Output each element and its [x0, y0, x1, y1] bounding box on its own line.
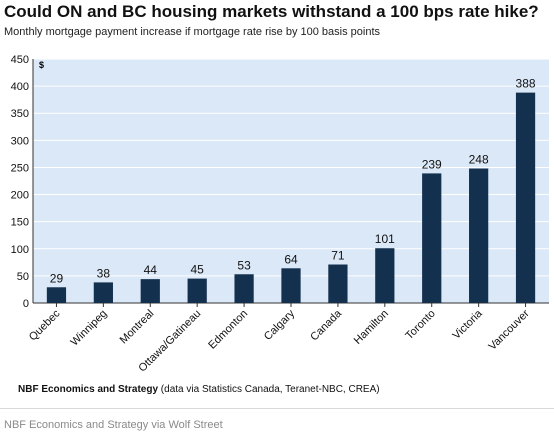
data-label: 44 [144, 263, 158, 277]
bar [469, 168, 489, 303]
x-tick-label: Canada [308, 307, 344, 343]
gridlines [33, 58, 549, 277]
bar [281, 268, 301, 303]
source-org: NBF Economics and Strategy [18, 384, 159, 395]
x-tick-label: Calgary [262, 307, 298, 343]
chart-subtitle: Monthly mortgage payment increase if mor… [4, 26, 381, 38]
y-tick-label: 300 [11, 135, 29, 147]
data-label: 101 [375, 232, 395, 246]
bars [46, 92, 536, 303]
y-tick-label: 0 [23, 298, 29, 310]
bar [140, 279, 160, 303]
x-tick-label: Victoria [450, 307, 485, 342]
x-tick-label: Montreal [118, 308, 157, 347]
bar [93, 282, 113, 303]
data-label: 388 [516, 77, 536, 91]
plot-area [33, 59, 549, 303]
y-tick-label: 400 [11, 81, 29, 93]
data-label: 45 [191, 263, 205, 277]
data-label: 64 [284, 252, 298, 266]
bar [422, 173, 442, 303]
divider [0, 408, 554, 409]
bar [328, 264, 348, 303]
y-tick-label: 50 [17, 271, 29, 283]
bar [234, 274, 254, 303]
y-tick-label: 350 [11, 108, 29, 120]
data-label: 71 [331, 249, 345, 263]
data-label: 38 [97, 266, 111, 280]
y-tick-label: 200 [11, 190, 29, 202]
x-tick-label: Quebec [27, 307, 63, 343]
bar [187, 278, 207, 303]
x-tick-label: Hamilton [352, 308, 391, 347]
y-tick-label: 250 [11, 162, 29, 174]
data-label: 29 [50, 271, 64, 285]
y-tick-label: 150 [11, 217, 29, 229]
data-label: 53 [237, 258, 251, 272]
y-tick-label: 100 [11, 244, 29, 256]
x-tick-label: Vancouver [487, 307, 532, 352]
x-tick-label: Edmonton [206, 308, 250, 352]
x-tick-label: Toronto [403, 308, 437, 342]
bar [375, 248, 395, 303]
chart-title: Could ON and BC housing markets withstan… [4, 2, 539, 21]
y-tick-label: 450 [11, 54, 29, 66]
data-label: 248 [469, 153, 489, 167]
footer-credit: NBF Economics and Strategy via Wolf Stre… [4, 419, 223, 431]
y-unit-label: $ [39, 60, 44, 70]
source-detail: (data via Statistics Canada, Teranet-NBC… [158, 384, 380, 395]
bar [46, 287, 67, 303]
data-label: 239 [422, 157, 442, 171]
source-note: NBF Economics and Strategy (data via Sta… [18, 384, 380, 395]
x-tick-label: Winnipeg [69, 308, 110, 349]
data-labels: 29 38 44 45 53 64 71 101 239 248 388 [50, 77, 536, 286]
bar-chart: 0 50 100 150 200 250 300 350 400 450 29 38 44 45 53 64… [11, 54, 549, 375]
bar [515, 92, 536, 303]
